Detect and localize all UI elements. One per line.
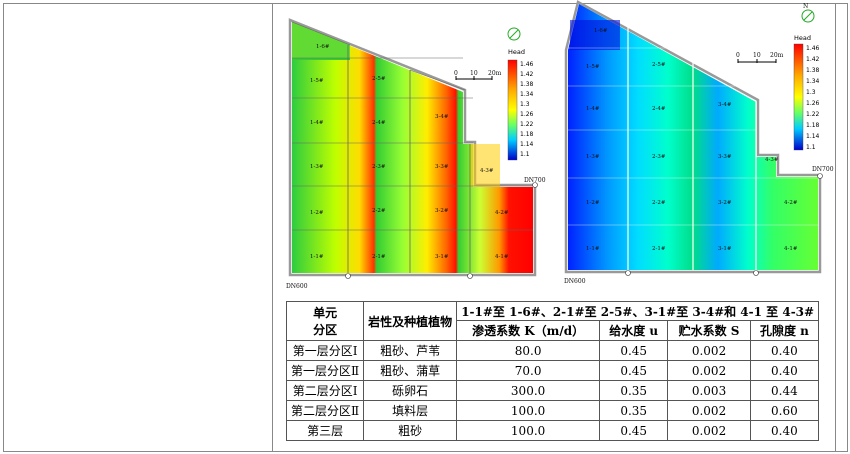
n-header: 孔隙度 n [749,320,820,341]
cell-label: 3-4# [718,102,732,108]
cell-label: 1-1# [310,254,324,260]
cell-label: 1-6# [316,44,330,50]
svg-text:Head: Head [508,48,525,56]
cell-label: 3-1# [718,246,732,252]
lithology-header: 岩性及种植植物 [363,301,458,341]
svg-text:1.38: 1.38 [520,81,534,88]
cell-label: 3-3# [718,154,732,160]
pipe-label: DN700 [524,177,546,184]
cell-label: 4-3# [765,157,779,163]
svg-text:1.46: 1.46 [806,45,820,52]
cell-label: 1-3# [586,154,600,160]
head-map-right: 1-6# 1-5# 1-4# 1-3# 1-2# 1-1# 2-5# 2-4# … [564,0,834,285]
svg-text:20m: 20m [488,70,502,77]
svg-text:1.3: 1.3 [520,101,530,108]
cell-label: 3-2# [435,208,449,214]
head-map-left: 1-6# 1-5# 1-4# 1-3# 1-2# 1-1# 2-5# 2-4# … [286,18,546,290]
scale-bar: 0 10 20m [454,70,502,80]
cell-label: 2-1# [372,254,386,260]
svg-text:0: 0 [736,52,740,59]
right-cell-labels: 1-6# 1-5# 1-4# 1-3# 1-2# 1-1# 2-5# 2-4# … [586,28,798,252]
k-header: 渗透系数 K（m/d） [456,320,601,341]
svg-text:1.18: 1.18 [520,131,534,138]
parameter-table: 单元 分区 岩性及种植植物 1-1#至 1-6#、2-1#至 2-5#、3-1#… [285,301,820,441]
table-row: 第一层分区Ⅱ 粗砂、蒲草 70.0 0.45 0.002 0.40 [285,360,820,381]
north-arrow [507,27,521,41]
cell-label: 3-3# [435,164,449,170]
svg-text:1.1: 1.1 [806,144,816,151]
svg-text:1.46: 1.46 [520,61,534,68]
right-border [835,3,836,452]
cell-label: 1-1# [586,246,600,252]
cell-label: 4-2# [495,210,509,216]
cell-label: 1-2# [310,210,324,216]
table-row: 第一层分区Ⅰ 粗砂、芦苇 80.0 0.45 0.002 0.40 [285,340,820,361]
cell-label: 1-4# [586,106,600,112]
pipe-label: DN600 [564,278,586,285]
legend: Head 1.46 1.42 1.38 1.34 1.3 1.26 1.22 1… [793,34,820,151]
cell-label: 2-2# [652,200,666,206]
cell-label: 3-2# [718,200,732,206]
svg-text:1.14: 1.14 [806,133,820,140]
cell-label: 3-4# [435,114,449,120]
svg-text:10: 10 [470,70,478,77]
svg-text:1.38: 1.38 [806,67,820,74]
left-cell-labels: 1-6# 1-5# 1-4# 1-3# 1-2# 1-1# 2-5# 2-4# … [310,44,509,260]
svg-text:1.1: 1.1 [520,151,530,158]
svg-text:1.42: 1.42 [806,56,820,63]
svg-text:0: 0 [454,70,458,77]
svg-text:1.34: 1.34 [520,91,534,98]
cell-label: 2-3# [652,154,666,160]
unit-zone-header: 单元 分区 [285,301,365,341]
svg-text:1.3: 1.3 [806,89,816,96]
cell-label: 1-5# [586,64,600,70]
cell-label: 2-3# [372,164,386,170]
svg-text:20m: 20m [770,52,784,59]
cell-label: 1-4# [310,120,324,126]
svg-text:1.18: 1.18 [806,122,820,129]
table-row: 第二层分区Ⅰ 砾卵石 300.0 0.35 0.003 0.44 [285,380,820,401]
pipe-markers: DN700 DN600 [286,177,546,290]
pipe-markers: DN700 DN600 [564,166,834,285]
north-label: N [803,3,808,10]
s-header: 贮水系数 S [667,320,751,341]
cell-label: 2-5# [652,62,666,68]
cell-label: 1-6# [594,28,608,34]
cell-label: 1-5# [310,78,324,84]
svg-text:1.42: 1.42 [520,71,534,78]
cell-label: 4-2# [784,200,798,206]
cell-label: 2-5# [372,76,386,82]
document-frame [3,3,848,452]
head-distribution-figures: 1-6# 1-5# 1-4# 1-3# 1-2# 1-1# 2-5# 2-4# … [280,0,835,292]
cell-label: 1-2# [586,200,600,206]
u-header: 给水度 u [599,320,669,341]
cell-label: 2-4# [372,120,386,126]
cell-label: 4-1# [495,254,509,260]
cell-label: 2-2# [372,208,386,214]
pipe-label: DN700 [812,166,834,173]
cell-label: 2-1# [652,246,666,252]
svg-text:1.26: 1.26 [806,100,820,107]
svg-text:1.34: 1.34 [806,78,820,85]
range-header: 1-1#至 1-6#、2-1#至 2-5#、3-1#至 3-4#和 4-1 至 … [456,301,820,321]
svg-text:1.26: 1.26 [520,111,534,118]
table-row: 第三层 粗砂 100.0 0.45 0.002 0.40 [285,420,820,441]
cell-label: 4-1# [784,246,798,252]
svg-text:10: 10 [753,52,761,59]
cell-label: 2-4# [652,106,666,112]
pipe-label: DN600 [286,283,308,290]
column-divider [272,3,273,452]
svg-text:1.14: 1.14 [520,141,534,148]
north-arrow: N [801,3,815,23]
svg-text:1.22: 1.22 [520,121,534,128]
svg-text:Head: Head [794,34,811,42]
cell-label: 3-1# [435,254,449,260]
cell-label: 1-3# [310,164,324,170]
scale-bar: 0 10 20m [736,52,784,63]
legend: Head 1.46 1.42 1.38 1.34 1.3 1.26 1.22 1… [507,48,534,161]
table-row: 第二层分区Ⅱ 填料层 100.0 0.35 0.002 0.60 [285,400,820,421]
svg-text:1.22: 1.22 [806,111,820,118]
cell-label: 4-3# [480,168,494,174]
